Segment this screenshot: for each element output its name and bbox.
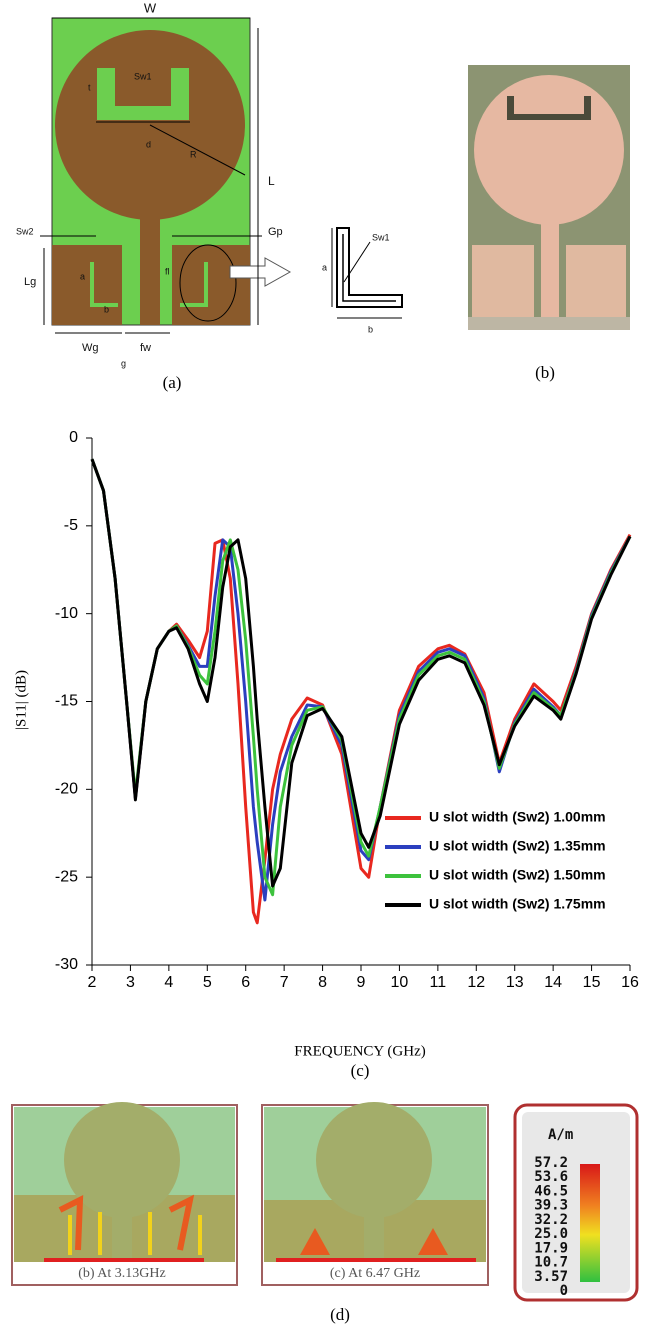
colorbar-label: 57.2 [534, 1155, 568, 1171]
caption: (a) [163, 373, 182, 392]
x-tick-label: 8 [318, 974, 327, 991]
y-tick-label: -15 [55, 693, 78, 710]
y-tick-label: -20 [55, 781, 78, 798]
colorbar-label: 17.9 [534, 1240, 568, 1256]
current-distribution: (b) At 3.13GHz (c) At 6.47 GHz A/m (d) [11, 1102, 639, 1324]
s11-chart: |S11| (dB) FREQUENCY (GHz) (c) 0 -5 -10 -15… [13, 429, 639, 1080]
x-tick-label: 15 [583, 974, 601, 991]
arrow [229, 257, 292, 287]
dim-label: b [368, 324, 373, 334]
dim-label: Sw2 [16, 226, 34, 236]
y-tick-label: 0 [69, 429, 78, 446]
colorbar-label: 10.7 [534, 1255, 568, 1271]
colorbar-bg [522, 1112, 630, 1293]
photo-ground [566, 245, 626, 317]
dim-label: t [88, 82, 91, 92]
dim-label: R [190, 149, 197, 159]
panel-patch [64, 1102, 180, 1218]
x-tick-label: 13 [506, 974, 524, 991]
highlight [179, 244, 237, 322]
legend-label: U slot width (Sw2) 1.00mm [429, 809, 606, 825]
legend-label: U slot width (Sw2) 1.50mm [429, 867, 606, 883]
colorbar-label: 0 [560, 1283, 568, 1299]
x-tick-label: 4 [164, 974, 173, 991]
x-tick-label: 3 [126, 974, 135, 991]
x-tick-label: 2 [88, 974, 97, 991]
dim-r [149, 124, 246, 176]
antenna-diagram: W L Sw2 t d R Sw1 Gp Lg a b fl Wg fw g a… [16, 0, 403, 392]
colorbar-label: 3.57 [534, 1269, 568, 1285]
current-arrows [300, 1228, 448, 1255]
y-axis-title: |S11| (dB) [13, 670, 29, 730]
dim-label: Sw1 [134, 71, 152, 81]
x-tick-label: 12 [467, 974, 485, 991]
caption: (b) [535, 363, 555, 382]
photo-ruler [468, 317, 630, 330]
l-slot-right [180, 262, 208, 307]
panel-caption: (b) At 3.13GHz [78, 1266, 166, 1281]
colorbar-label: 39.3 [534, 1198, 568, 1214]
colorbar-label: 25.0 [534, 1226, 568, 1242]
y-tick-label: -30 [55, 956, 78, 973]
inset-l [336, 227, 403, 308]
caption: (d) [330, 1305, 350, 1324]
dim-label: Lg [24, 276, 36, 288]
current-arrows [58, 1194, 195, 1251]
antenna-photo: (b) [468, 65, 630, 382]
x-tick-label: 5 [203, 974, 212, 991]
x-tick-label: 7 [280, 974, 289, 991]
panel-caption: (c) At 6.47 GHz [330, 1266, 420, 1281]
y-tick-label: -5 [64, 517, 78, 534]
colorbar-label: 53.6 [534, 1169, 568, 1185]
legend-label: U slot width (Sw2) 1.75mm [429, 896, 606, 912]
inset-inner [342, 234, 396, 302]
x-tick-label: 16 [621, 974, 639, 991]
x-tick-label: 11 [430, 974, 447, 991]
colorbar-label: 32.2 [534, 1212, 568, 1228]
ground-left [52, 245, 122, 325]
photo-ground [472, 245, 534, 317]
colorbar [580, 1164, 600, 1282]
feed-line [140, 200, 160, 325]
panel-patch [316, 1102, 432, 1218]
colorbar-unit: A/m [548, 1127, 573, 1143]
x-axis-title: FREQUENCY (GHz) [294, 1043, 426, 1059]
u-slot-inner [115, 68, 171, 106]
x-tick-label: 10 [391, 974, 409, 991]
colorbar-label: 46.5 [534, 1183, 568, 1199]
caption: (c) [351, 1061, 370, 1080]
x-tick-label: 14 [544, 974, 562, 991]
dim-label: d [146, 139, 151, 149]
current-arrows [68, 1212, 202, 1255]
dim-label: fw [140, 342, 151, 354]
dim-label: Sw1 [372, 232, 390, 242]
panel-feed [364, 1210, 384, 1262]
ground-right [172, 245, 250, 325]
dim-label: W [144, 0, 157, 15]
l-slot-left [90, 262, 118, 307]
dim-label: a [80, 271, 85, 281]
legend-label: U slot width (Sw2) 1.35mm [429, 838, 606, 854]
y-tick-label: -25 [55, 868, 78, 885]
dim-label: Wg [82, 342, 99, 354]
feed-edge [276, 1258, 476, 1262]
dim-label: a [322, 262, 327, 272]
x-tick-label: 9 [357, 974, 366, 991]
dim-label: g [121, 358, 126, 368]
photo-feed [541, 215, 559, 317]
photo-slot [507, 96, 591, 120]
series-line [90, 458, 632, 888]
feed-edge [44, 1258, 204, 1262]
dim-label: b [104, 304, 109, 314]
dim-label: fl [165, 266, 170, 276]
dim-label: Gp [268, 226, 283, 238]
inset-leader [343, 241, 371, 283]
photo-patch [474, 75, 624, 225]
y-tick-label: -10 [55, 605, 78, 622]
dim-label: L [268, 174, 275, 188]
panel-feed [112, 1210, 132, 1262]
x-tick-label: 6 [241, 974, 250, 991]
